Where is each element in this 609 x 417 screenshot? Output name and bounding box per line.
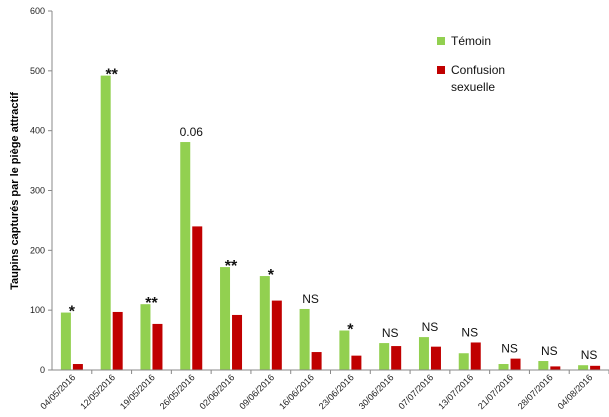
x-tick-label: 13/07/2016: [436, 372, 475, 411]
legend-label-confusion: Confusion: [451, 63, 505, 77]
y-tick-label: 300: [30, 186, 45, 196]
bar-temoin-13/07/2016: [458, 353, 469, 370]
x-tick-label: 12/05/2016: [78, 372, 117, 411]
significance-label: 0.06: [180, 125, 204, 139]
x-tick-label: 07/07/2016: [396, 372, 435, 411]
y-tick-label: 0: [40, 365, 45, 375]
significance-label: NS: [461, 325, 478, 339]
legend-swatch-confusion-sexuelle: [437, 66, 445, 74]
x-tick-label: 04/05/2016: [38, 372, 77, 411]
bar-temoin-07/07/2016: [418, 337, 429, 370]
legend-label-sexuelle: sexuelle: [451, 80, 495, 94]
bar-temoin-28/07/2016: [538, 361, 549, 370]
x-tick-label: 26/05/2016: [158, 372, 197, 411]
legend: Témoin Confusion sexuelle: [437, 34, 505, 94]
y-tick-label: 200: [30, 245, 45, 255]
x-tick-label: 04/08/2016: [556, 372, 595, 411]
x-tick-label: 09/06/2016: [237, 372, 276, 411]
bar-confusion-30/06/2016: [391, 346, 402, 370]
bar-confusion-04/05/2016: [72, 364, 83, 370]
y-tick-label: 400: [30, 126, 45, 136]
bar-confusion-04/08/2016: [590, 365, 601, 370]
bar-confusion-19/05/2016: [152, 323, 163, 370]
x-tick-label: 16/06/2016: [277, 372, 316, 411]
bar-confusion-12/05/2016: [112, 311, 123, 370]
bar-confusion-07/07/2016: [430, 346, 441, 370]
bar-confusion-09/06/2016: [271, 300, 282, 370]
bar-temoin-19/05/2016: [140, 304, 151, 370]
bar-temoin-21/07/2016: [498, 364, 509, 370]
legend-swatch-temoin: [437, 37, 445, 45]
y-axis: 0 100 200 300 400 500 600: [30, 6, 53, 375]
x-tick-label: 19/05/2016: [118, 372, 157, 411]
bar-confusion-28/07/2016: [550, 366, 561, 370]
y-axis-label: Taupins capturés par le piège attractif: [9, 92, 21, 290]
bar-temoin-04/08/2016: [578, 365, 589, 370]
bar-temoin-30/06/2016: [379, 343, 390, 370]
x-tick-label: 23/06/2016: [317, 372, 356, 411]
significance-label: *: [69, 304, 76, 321]
bar-temoin-23/06/2016: [339, 330, 350, 370]
significance-label: **: [225, 258, 238, 275]
bar-confusion-13/07/2016: [470, 342, 481, 370]
significance-label: NS: [382, 326, 399, 340]
y-tick-label: 500: [30, 66, 45, 76]
x-axis: 04/05/2016 12/05/2016 19/05/2016 26/05/2016…: [38, 369, 609, 411]
significance-label: *: [268, 267, 275, 284]
significance-label: NS: [501, 342, 518, 356]
bar-confusion-23/06/2016: [351, 355, 362, 370]
bar-temoin-09/06/2016: [259, 276, 270, 370]
significance-label: *: [347, 322, 354, 339]
bar-confusion-21/07/2016: [510, 358, 521, 370]
bar-temoin-04/05/2016: [60, 312, 71, 370]
bar-confusion-26/05/2016: [192, 226, 203, 370]
significance-label: NS: [302, 292, 319, 306]
significance-label: NS: [422, 320, 439, 334]
bar-temoin-02/06/2016: [220, 267, 231, 370]
bar-temoin-16/06/2016: [299, 308, 310, 370]
legend-label-temoin: Témoin: [451, 34, 491, 48]
significance-label: **: [145, 295, 158, 312]
x-tick-label: 02/06/2016: [198, 372, 237, 411]
significance-label: NS: [541, 344, 558, 358]
significance-label: **: [105, 67, 118, 84]
x-tick-label: 21/07/2016: [476, 372, 515, 411]
y-tick-label: 100: [30, 305, 45, 315]
x-tick-label: 28/07/2016: [516, 372, 555, 411]
bar-confusion-16/06/2016: [311, 352, 322, 370]
bar-temoin-12/05/2016: [100, 75, 111, 371]
significance-label: NS: [581, 348, 598, 362]
bar-confusion-02/06/2016: [232, 314, 243, 370]
bars: [60, 75, 601, 371]
y-tick-label: 600: [30, 6, 45, 16]
x-tick-label: 30/06/2016: [357, 372, 396, 411]
bar-temoin-26/05/2016: [180, 142, 191, 370]
